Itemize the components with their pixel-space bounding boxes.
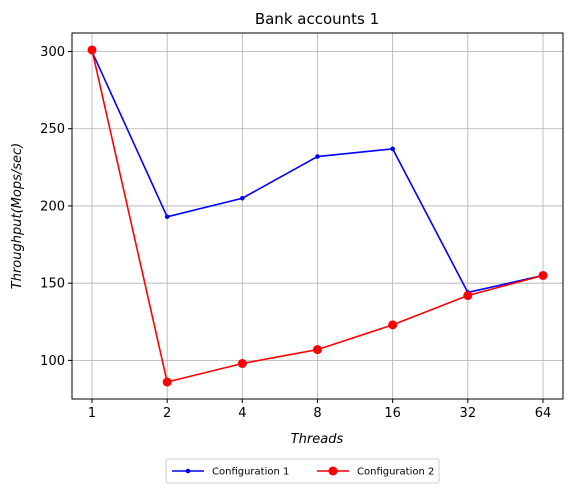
y-axis-label: Throughput(Mops/sec) xyxy=(10,143,25,289)
series-layer xyxy=(87,45,548,387)
data-point xyxy=(388,320,398,330)
series-2 xyxy=(87,45,548,387)
x-tick-label: 4 xyxy=(238,406,246,421)
data-point xyxy=(538,270,548,280)
legend: Configuration 1 Configuration 2 xyxy=(165,458,440,484)
data-point xyxy=(390,146,395,152)
data-point xyxy=(240,195,245,201)
y-tick-label: 200 xyxy=(40,199,65,214)
x-tick-label: 1 xyxy=(88,406,96,421)
legend-entry-2: Configuration 2 xyxy=(317,466,434,478)
y-tick-label: 300 xyxy=(40,45,65,60)
data-point xyxy=(315,154,320,159)
axis-ticks: 1 2 4 8 16 32 64 100 150 200 250 300 xyxy=(40,45,551,421)
legend-marker xyxy=(185,468,191,474)
grid-lines xyxy=(72,33,563,399)
chart-title: Bank accounts 1 xyxy=(255,10,379,28)
legend-marker xyxy=(328,466,338,476)
data-point xyxy=(162,377,172,387)
legend-label: Configuration 1 xyxy=(212,467,289,478)
x-axis-label: Threads xyxy=(291,432,344,447)
legend-box xyxy=(165,458,440,484)
x-tick-label: 2 xyxy=(163,406,171,421)
data-point xyxy=(237,358,247,368)
x-tick-label: 64 xyxy=(535,406,552,421)
x-tick-label: 8 xyxy=(313,406,321,421)
legend-label: Configuration 2 xyxy=(357,467,434,478)
y-tick-label: 100 xyxy=(40,354,65,369)
legend-entry-1: Configuration 1 xyxy=(172,467,289,478)
data-point xyxy=(313,345,322,355)
y-tick-label: 150 xyxy=(40,277,65,292)
x-tick-label: 32 xyxy=(460,406,477,421)
x-tick-label: 16 xyxy=(384,406,401,421)
data-point xyxy=(87,45,97,55)
y-tick-label: 250 xyxy=(40,122,65,137)
data-point xyxy=(463,291,473,301)
data-point xyxy=(164,214,170,220)
